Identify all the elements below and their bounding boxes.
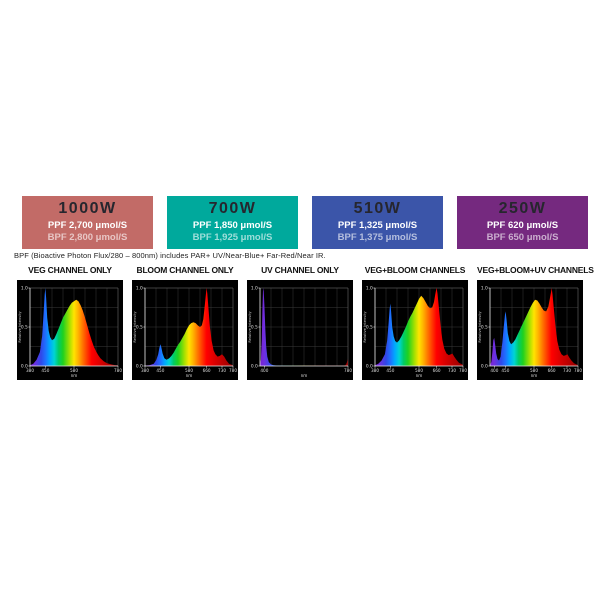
chart-uv-channel: UV CHANNEL ONLY 0.0 0.5 1.0 400 780 nm Relativ… [247,263,353,380]
power-box-510w: 510W PPF 1,325 μmol/S BPF 1,375 μmol/S [312,196,443,249]
svg-text:0.5: 0.5 [21,325,28,331]
svg-text:730: 730 [218,368,226,373]
chart-title: VEG CHANNEL ONLY [28,265,112,275]
svg-text:Relative Intensity: Relative Intensity [248,310,252,342]
svg-text:780: 780 [114,368,122,373]
svg-text:380: 380 [371,368,379,373]
svg-text:450: 450 [386,368,394,373]
svg-text:450: 450 [501,368,509,373]
svg-text:0.5: 0.5 [136,325,143,331]
svg-text:580: 580 [415,368,423,373]
svg-text:1.0: 1.0 [136,286,143,292]
chart-veg-bloom-channels: VEG+BLOOM CHANNELS 0.0 0.5 1.0 380 450 580 660… [362,263,468,380]
svg-text:580: 580 [70,368,78,373]
svg-text:0.0: 0.0 [481,364,488,370]
ppf-value: PPF 1,850 μmol/S [192,220,273,232]
svg-text:1.0: 1.0 [481,286,488,292]
power-box-250w: 250W PPF 620 μmol/S BPF 650 μmol/S [457,196,588,249]
svg-text:nm: nm [71,373,78,378]
bpf-value: BPF 2,800 μmol/S [47,232,128,244]
svg-text:730: 730 [448,368,456,373]
svg-text:Relative Intensity: Relative Intensity [363,310,367,342]
svg-text:450: 450 [41,368,49,373]
svg-text:660: 660 [548,368,556,373]
wattage-label: 510W [353,200,402,218]
svg-text:Relative Intensity: Relative Intensity [478,310,482,342]
ppf-value: PPF 1,325 μmol/S [337,220,418,232]
svg-text:1.0: 1.0 [366,286,373,292]
spectrum-chart-veg: 0.0 0.5 1.0 380 450 580 780 nm Relative Intensit… [17,280,123,380]
svg-text:380: 380 [26,368,34,373]
svg-text:0.0: 0.0 [136,364,143,370]
svg-text:780: 780 [344,368,352,373]
svg-text:0.0: 0.0 [366,364,373,370]
svg-text:660: 660 [433,368,441,373]
svg-text:nm: nm [301,373,308,378]
svg-text:0.5: 0.5 [366,325,373,331]
power-box-700w: 700W PPF 1,850 μmol/S BPF 1,925 μmol/S [167,196,298,249]
power-spec-row: 1000W PPF 2,700 μmol/S BPF 2,800 μmol/S … [22,196,588,249]
svg-text:380: 380 [141,368,149,373]
svg-text:0.0: 0.0 [21,364,28,370]
wattage-label: 700W [208,200,257,218]
svg-text:580: 580 [530,368,538,373]
svg-text:nm: nm [416,373,423,378]
svg-text:780: 780 [229,368,237,373]
spectrum-chart-veg-bloom-uv: 0.0 0.5 1.0 400 450 580 660 730 780 nm Relative In… [477,280,583,380]
svg-text:400: 400 [490,368,498,373]
ppf-value: PPF 2,700 μmol/S [47,220,128,232]
svg-text:Relative Intensity: Relative Intensity [133,310,137,342]
bpf-value: BPF 1,925 μmol/S [192,232,273,244]
spectrum-chart-veg-bloom: 0.0 0.5 1.0 380 450 580 660 730 780 nm Relative In… [362,280,468,380]
wattage-label: 250W [498,200,547,218]
bpf-value: BPF 650 μmol/S [486,232,559,244]
power-box-1000w: 1000W PPF 2,700 μmol/S BPF 2,800 μmol/S [22,196,153,249]
svg-text:730: 730 [563,368,571,373]
spectrum-chart-bloom: 0.0 0.5 1.0 380 450 580 660 730 780 nm Relative In… [132,280,238,380]
svg-text:0.5: 0.5 [481,325,488,331]
bpf-footnote: BPF (Bioactive Photon Flux/280 – 800nm) … [14,251,326,260]
svg-text:450: 450 [156,368,164,373]
svg-text:0.0: 0.0 [251,364,258,370]
chart-title: VEG+BLOOM+UV CHANNELS [477,265,594,275]
svg-text:580: 580 [185,368,193,373]
wattage-label: 1000W [58,200,117,218]
svg-text:1.0: 1.0 [251,286,258,292]
bpf-value: BPF 1,375 μmol/S [337,232,418,244]
svg-text:nm: nm [531,373,538,378]
svg-text:400: 400 [260,368,268,373]
svg-text:0.5: 0.5 [251,325,258,331]
svg-text:660: 660 [203,368,211,373]
svg-text:1.0: 1.0 [21,286,28,292]
chart-veg-channel: VEG CHANNEL ONLY 0.0 0.5 1.0 380 450 580 780 nm… [17,263,123,380]
chart-title: BLOOM CHANNEL ONLY [136,265,234,275]
svg-text:nm: nm [186,373,193,378]
chart-veg-bloom-uv-channels: VEG+BLOOM+UV CHANNELS 0.0 0.5 1.0 400 450 580… [477,263,594,380]
svg-text:780: 780 [574,368,582,373]
svg-text:Relative Intensity: Relative Intensity [18,310,22,342]
chart-bloom-channel: BLOOM CHANNEL ONLY 0.0 0.5 1.0 380 450 580 660… [132,263,238,380]
chart-title: UV CHANNEL ONLY [261,265,339,275]
ppf-value: PPF 620 μmol/S [486,220,559,232]
svg-text:780: 780 [459,368,467,373]
spectrum-chart-uv: 0.0 0.5 1.0 400 780 nm Relative Intensity [247,280,353,380]
chart-title: VEG+BLOOM CHANNELS [364,265,466,275]
